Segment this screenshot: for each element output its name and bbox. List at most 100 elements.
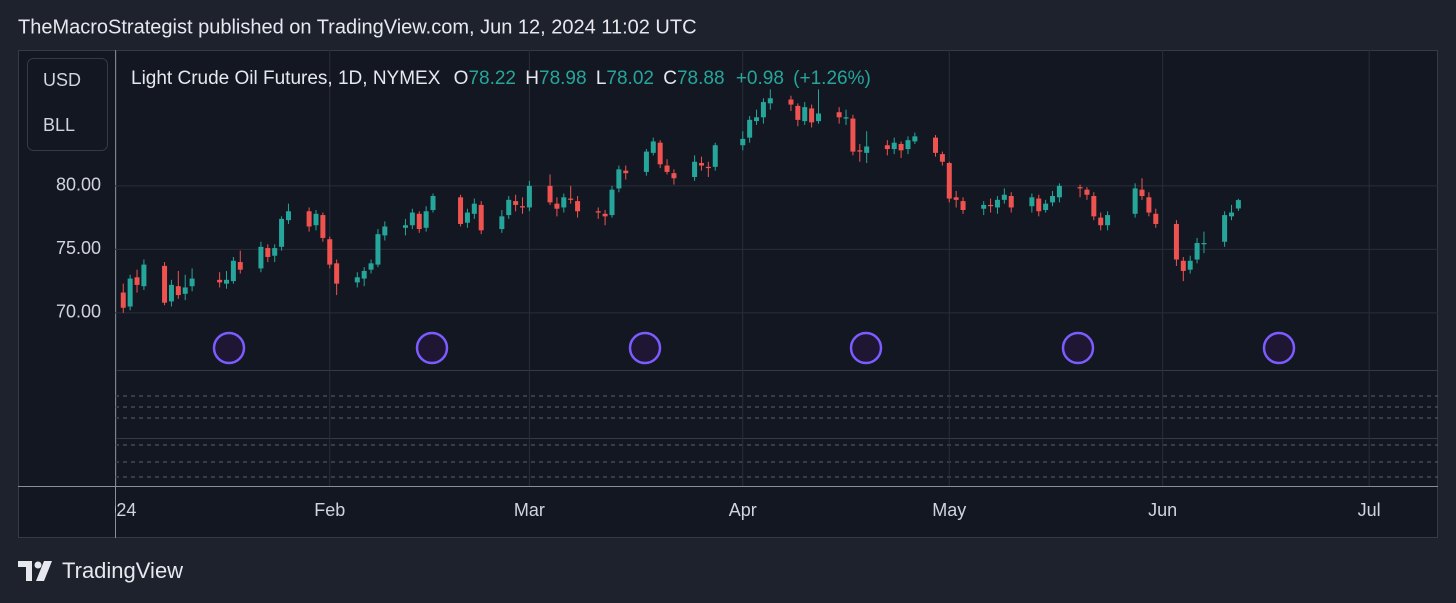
candle-body (182, 287, 188, 294)
plot-area: 2024 Feb Mar Apr May Jun Jul (115, 50, 1438, 520)
candle-body (1139, 189, 1145, 197)
candle-body (506, 199, 512, 216)
symbol-title: Light Crude Oil Futures, 1D, NYMEX (131, 68, 441, 89)
candle-body (809, 108, 815, 123)
candle-body (754, 117, 760, 122)
candle-body (1036, 198, 1042, 212)
currency-label: USD (43, 70, 81, 90)
candle-body (361, 270, 367, 279)
brand-logo (18, 561, 52, 581)
event-icon[interactable] (1061, 331, 1095, 365)
candle-body (712, 145, 718, 167)
candle-body (320, 215, 326, 238)
candle-body (375, 234, 381, 265)
candle-body (1180, 260, 1186, 271)
ohlc-letter: L (596, 68, 607, 89)
x-tick-label: Jul (1358, 500, 1381, 520)
ohlc-value: 78.88 (677, 68, 725, 89)
candle-body (1043, 203, 1049, 210)
candle-body (912, 136, 918, 142)
candle-body (1132, 188, 1138, 214)
candle-body (988, 204, 994, 207)
candle-body (1056, 185, 1062, 198)
candle-body (430, 196, 436, 210)
candle-body (905, 140, 911, 150)
ohlc-letter: O (454, 68, 469, 89)
candle-body (306, 211, 312, 227)
candle-body (595, 211, 601, 213)
candle-body (623, 170, 629, 174)
candle-body (368, 263, 374, 270)
candle-body (279, 218, 285, 247)
candle-body (1228, 212, 1234, 217)
candle-body (285, 211, 291, 221)
candle-body (327, 239, 333, 265)
event-icon[interactable] (849, 331, 883, 365)
candle-body (864, 146, 870, 153)
legend: Light Crude Oil Futures, 1D, NYMEX O78.2… (131, 68, 871, 89)
logo-part (36, 561, 52, 581)
event-icon[interactable] (415, 331, 449, 365)
candle-body (850, 118, 856, 152)
event-icon[interactable] (628, 331, 662, 365)
candle-body (1084, 189, 1090, 195)
candle-body (836, 112, 842, 118)
candle-body (175, 286, 181, 296)
candle-body (354, 277, 360, 283)
candle-body (1173, 223, 1179, 260)
candle-body (602, 213, 608, 217)
candle-body (994, 199, 1000, 208)
candle-body (705, 166, 711, 169)
candle-body (843, 117, 849, 119)
candle-body (946, 163, 952, 199)
candle-body (1008, 196, 1014, 208)
ohlc-value: 78.02 (606, 68, 654, 89)
x-tick-label: May (932, 500, 966, 520)
x-tick-label: Mar (514, 500, 545, 520)
candle-body (767, 98, 773, 104)
candle-body (1029, 197, 1035, 207)
candle-body (1201, 243, 1207, 245)
event-icon[interactable] (212, 331, 246, 365)
candle-body (1194, 243, 1200, 260)
candle-body (409, 212, 415, 226)
change: +0.98 (736, 68, 784, 89)
candle-body (499, 216, 505, 230)
candle-body (960, 201, 966, 210)
candle-body (423, 211, 429, 228)
candle-body (1050, 196, 1056, 203)
candle-body (526, 185, 532, 208)
x-tick-label: Feb (314, 500, 345, 520)
candle-body (547, 185, 553, 203)
candle-body (795, 105, 801, 120)
candle-body (740, 138, 746, 146)
candle-body (953, 197, 959, 200)
candle-body (464, 212, 470, 223)
candle-body (224, 279, 230, 284)
candle-body (402, 225, 408, 228)
ohlc-value: 78.22 (468, 68, 516, 89)
candle-body (898, 143, 904, 151)
candle-body (939, 154, 945, 162)
candle-body (933, 137, 939, 153)
currency-box[interactable] (27, 58, 108, 151)
candle-body (671, 173, 677, 179)
candle-body (561, 197, 567, 208)
candle-body (802, 107, 808, 122)
candle-body (134, 277, 140, 285)
event-icon[interactable] (1262, 331, 1296, 365)
candle-body (471, 203, 477, 214)
candle-body (664, 165, 670, 172)
candle-body (1105, 215, 1111, 226)
x-tick-label: Jun (1148, 500, 1177, 520)
candle-body (272, 248, 278, 256)
candle-body (1222, 215, 1228, 242)
candle-body (1098, 217, 1104, 226)
candle-body (692, 161, 698, 177)
candle-body (458, 197, 464, 224)
candle-body (189, 278, 195, 287)
candle-body (334, 263, 340, 284)
candle-body (609, 189, 615, 216)
